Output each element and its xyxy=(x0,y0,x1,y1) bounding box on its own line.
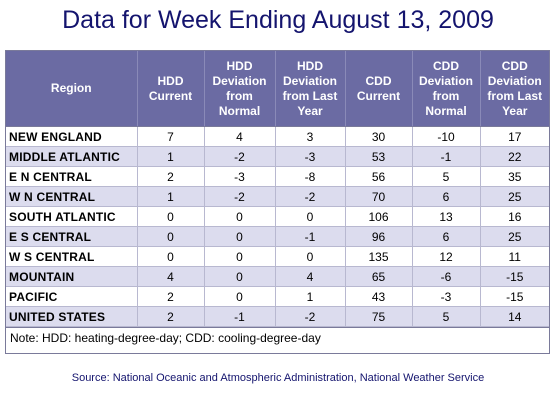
region-cell: MIDDLE ATLANTIC xyxy=(6,146,138,167)
table-cell: 1 xyxy=(137,186,205,207)
table-cell: 6 xyxy=(412,226,481,247)
table-cell: -2 xyxy=(204,146,276,167)
table-cell: 56 xyxy=(345,166,413,187)
table-row: MIDDLE ATLANTIC 1 -2 -3 53 -1 22 xyxy=(6,146,549,167)
region-cell: W N CENTRAL xyxy=(6,186,138,207)
region-cell: E S CENTRAL xyxy=(6,226,138,247)
table-cell: -3 xyxy=(275,146,346,167)
table-cell: -3 xyxy=(204,166,276,187)
column-header-cdd-current: CDD Current xyxy=(345,51,413,127)
region-cell: W S CENTRAL xyxy=(6,246,138,267)
region-cell: NEW ENGLAND xyxy=(6,126,138,147)
table-cell: 5 xyxy=(412,166,481,187)
column-header-hdd-dev-normal: HDD Deviation from Normal xyxy=(204,51,276,127)
table-row: NEW ENGLAND 7 4 3 30 -10 17 xyxy=(6,126,549,147)
column-header-hdd-current: HDD Current xyxy=(137,51,205,127)
table-cell: -2 xyxy=(275,186,346,207)
table-row: SOUTH ATLANTIC 0 0 0 106 13 16 xyxy=(6,206,549,227)
table-cell: -8 xyxy=(275,166,346,187)
table-cell: 3 xyxy=(275,126,346,147)
table-cell: 6 xyxy=(412,186,481,207)
table-cell: -1 xyxy=(412,146,481,167)
table-cell: 4 xyxy=(204,126,276,147)
table-cell: 0 xyxy=(137,226,205,247)
table-cell: 17 xyxy=(480,126,549,147)
table-cell: 65 xyxy=(345,266,413,287)
region-cell: SOUTH ATLANTIC xyxy=(6,206,138,227)
source-caption: Source: National Oceanic and Atmospheric… xyxy=(71,372,485,384)
column-header-cdd-dev-normal: CDD Deviation from Normal xyxy=(412,51,481,127)
column-header-hdd-dev-last-year: HDD Deviation from Last Year xyxy=(275,51,346,127)
table-row: UNITED STATES 2 -1 -2 75 5 14 xyxy=(6,306,549,327)
table-cell: 96 xyxy=(345,226,413,247)
column-header-cdd-dev-last-year: CDD Deviation from Last Year xyxy=(480,51,549,127)
table-cell: -1 xyxy=(204,306,276,327)
table-cell: 0 xyxy=(204,226,276,247)
column-header-region: Region xyxy=(6,51,138,127)
table-cell: 25 xyxy=(480,186,549,207)
table-cell: -2 xyxy=(204,186,276,207)
table-cell: 11 xyxy=(480,246,549,267)
table-cell: 135 xyxy=(345,246,413,267)
table-cell: 2 xyxy=(137,306,205,327)
table-cell: 1 xyxy=(137,146,205,167)
table-cell: 2 xyxy=(137,166,205,187)
table-cell: 22 xyxy=(480,146,549,167)
table-cell: 14 xyxy=(480,306,549,327)
table-cell: 75 xyxy=(345,306,413,327)
region-cell: MOUNTAIN xyxy=(6,266,138,287)
table-cell: 0 xyxy=(275,246,346,267)
degree-day-table: Region HDD Current HDD Deviation from No… xyxy=(6,51,549,327)
data-table-container: Region HDD Current HDD Deviation from No… xyxy=(5,50,550,354)
table-row: E S CENTRAL 0 0 -1 96 6 25 xyxy=(6,226,549,247)
table-cell: 25 xyxy=(480,226,549,247)
table-cell: 53 xyxy=(345,146,413,167)
table-cell: 16 xyxy=(480,206,549,227)
table-cell: -6 xyxy=(412,266,481,287)
table-cell: 5 xyxy=(412,306,481,327)
table-cell: -15 xyxy=(480,266,549,287)
table-cell: 0 xyxy=(204,286,276,307)
table-header-row: Region HDD Current HDD Deviation from No… xyxy=(6,51,549,127)
table-note: Note: HDD: heating-degree-day; CDD: cool… xyxy=(6,327,549,353)
region-cell: UNITED STATES xyxy=(6,306,138,327)
table-cell: 106 xyxy=(345,206,413,227)
table-cell: 4 xyxy=(275,266,346,287)
table-row: W S CENTRAL 0 0 0 135 12 11 xyxy=(6,246,549,267)
table-cell: -2 xyxy=(275,306,346,327)
table-cell: 4 xyxy=(137,266,205,287)
page-title: Data for Week Ending August 13, 2009 xyxy=(62,6,494,34)
table-cell: 2 xyxy=(137,286,205,307)
table-cell: -3 xyxy=(412,286,481,307)
table-cell: 0 xyxy=(204,266,276,287)
table-cell: 1 xyxy=(275,286,346,307)
table-cell: 30 xyxy=(345,126,413,147)
table-cell: 70 xyxy=(345,186,413,207)
table-row: E N CENTRAL 2 -3 -8 56 5 35 xyxy=(6,166,549,187)
table-cell: 35 xyxy=(480,166,549,187)
table-cell: 0 xyxy=(275,206,346,227)
table-cell: 0 xyxy=(137,246,205,267)
table-row: MOUNTAIN 4 0 4 65 -6 -15 xyxy=(6,266,549,287)
table-cell: 0 xyxy=(204,206,276,227)
table-cell: -10 xyxy=(412,126,481,147)
table-cell: 7 xyxy=(137,126,205,147)
table-cell: 0 xyxy=(204,246,276,267)
region-cell: E N CENTRAL xyxy=(6,166,138,187)
table-row: W N CENTRAL 1 -2 -2 70 6 25 xyxy=(6,186,549,207)
table-cell: 13 xyxy=(412,206,481,227)
region-cell: PACIFIC xyxy=(6,286,138,307)
table-cell: 12 xyxy=(412,246,481,267)
table-cell: -1 xyxy=(275,226,346,247)
table-cell: 43 xyxy=(345,286,413,307)
table-row: PACIFIC 2 0 1 43 -3 -15 xyxy=(6,286,549,307)
table-cell: -15 xyxy=(480,286,549,307)
table-cell: 0 xyxy=(137,206,205,227)
